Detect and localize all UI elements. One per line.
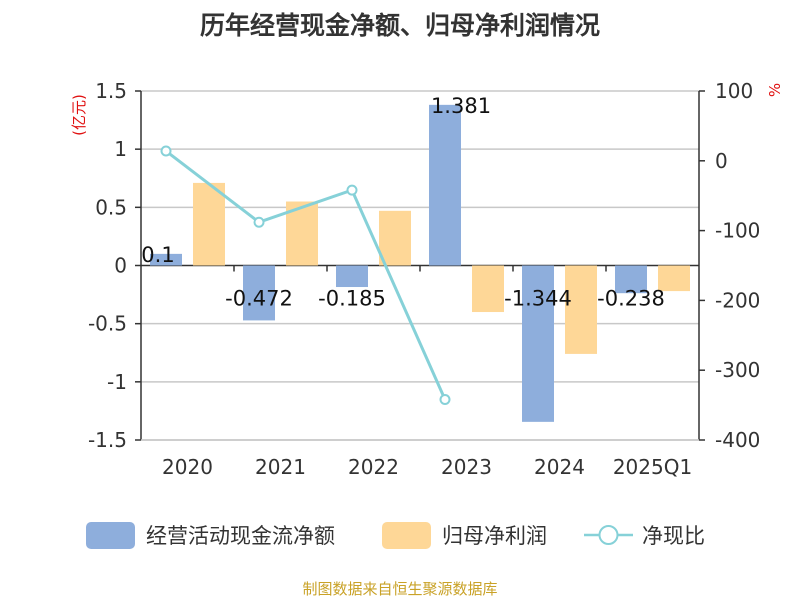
x-tick-label: 2021 <box>255 455 306 479</box>
right-tick-label: 0 <box>715 149 728 173</box>
net-profit-bar <box>472 265 504 313</box>
data-labels: 0.1 -0.472 -0.185 1.381 -1.344 -0.238 <box>141 94 665 311</box>
cashflow-data-label: -0.472 <box>225 287 293 311</box>
x-tick-label: 2025Q1 <box>613 455 692 479</box>
left-tick-label: 1.5 <box>95 79 127 103</box>
right-tick-label: -200 <box>715 288 760 312</box>
right-tick-label: -400 <box>715 428 760 452</box>
legend-item-cashflow[interactable]: 经营活动现金流净额 <box>86 522 335 549</box>
x-tick-label: 2020 <box>162 455 213 479</box>
cashflow-bar <box>243 265 275 321</box>
cashflow-data-label: 1.381 <box>431 94 491 118</box>
legend-label-net-profit: 归母净利润 <box>442 524 547 548</box>
legend-label-cashflow: 经营活动现金流净额 <box>146 524 335 548</box>
cash-ratio-point <box>439 394 451 406</box>
left-tick-label: -1 <box>107 370 127 394</box>
legend: 经营活动现金流净额 归母净利润 净现比 <box>86 522 705 549</box>
left-axis-unit: (亿元) <box>70 94 88 136</box>
cashflow-data-label: 0.1 <box>141 243 174 267</box>
legend-item-net-profit[interactable]: 归母净利润 <box>382 522 547 549</box>
cashflow-data-label: -1.344 <box>504 287 572 311</box>
cashflow-bar <box>150 253 182 266</box>
bars <box>150 104 690 422</box>
ratio-line <box>160 145 451 406</box>
x-tick-label: 2024 <box>534 455 585 479</box>
legend-swatch-net-profit <box>382 522 431 549</box>
left-tick-label: 0 <box>114 254 127 278</box>
right-tick-label: -300 <box>715 358 760 382</box>
legend-item-cash-ratio[interactable]: 净现比 <box>584 524 705 548</box>
x-axis-ticks: 2020 2021 2022 2023 2024 2025Q1 <box>162 455 692 479</box>
right-axis-ticks: 100 0 -100 -200 -300 -400 <box>715 79 760 452</box>
left-tick-label: 1 <box>114 137 127 161</box>
cash-ratio-point <box>346 184 358 196</box>
right-axis-unit: % <box>766 83 784 97</box>
legend-swatch-cashflow <box>86 522 135 549</box>
axes <box>135 90 705 441</box>
cashflow-bar <box>429 104 461 266</box>
left-tick-label: 0.5 <box>95 195 127 219</box>
cash-ratio-point <box>160 145 172 157</box>
cash-ratio-point <box>253 216 265 228</box>
left-tick-label: -0.5 <box>88 312 127 336</box>
net-profit-bar <box>658 265 690 292</box>
cash-ratio-line <box>165 149 447 401</box>
cashflow-bar <box>522 265 554 422</box>
x-tick-label: 2022 <box>348 455 399 479</box>
cashflow-bar <box>615 265 647 294</box>
net-profit-bar <box>379 210 411 266</box>
x-tick-label: 2023 <box>441 455 492 479</box>
net-profit-bar <box>193 182 225 266</box>
legend-marker-cash-ratio <box>598 525 619 545</box>
net-profit-bar <box>565 265 597 354</box>
source-note: 制图数据来自恒生聚源数据库 <box>302 580 497 598</box>
cashflow-bar <box>336 265 368 288</box>
right-tick-label: 100 <box>715 79 753 103</box>
legend-label-cash-ratio: 净现比 <box>642 524 705 548</box>
chart-title: 历年经营现金净额、归母净利润情况 <box>200 11 600 40</box>
left-tick-label: -1.5 <box>88 428 127 452</box>
right-tick-label: -100 <box>715 219 760 243</box>
cashflow-data-label: -0.185 <box>318 287 386 311</box>
left-axis-ticks: 1.5 1 0.5 0 -0.5 -1 -1.5 <box>88 79 127 452</box>
cashflow-data-label: -0.238 <box>597 287 665 311</box>
